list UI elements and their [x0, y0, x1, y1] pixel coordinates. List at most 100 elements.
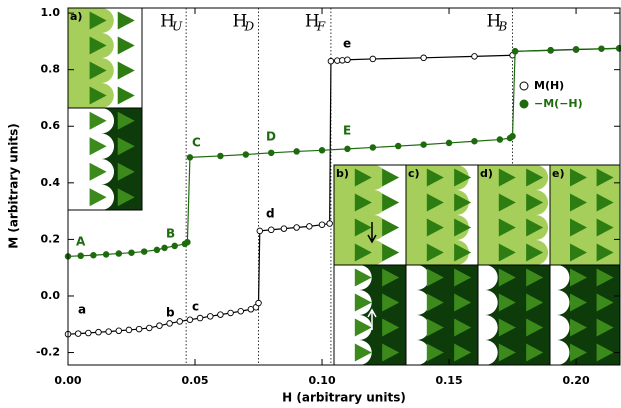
data-point [218, 153, 224, 159]
data-point [548, 47, 554, 53]
inset-domain [550, 165, 620, 265]
data-point [185, 239, 191, 245]
data-point [257, 228, 263, 234]
legend-label: M(H) [534, 79, 564, 92]
inset: e) [550, 165, 620, 265]
data-point [268, 227, 274, 233]
data-point [446, 140, 452, 146]
y-tick-label: -0.2 [36, 346, 60, 359]
data-point [421, 55, 427, 61]
annotation: b [166, 306, 175, 320]
annotation: E [343, 124, 351, 138]
x-tick-label: 0.20 [562, 374, 589, 387]
data-point [154, 247, 160, 253]
inset-label: c) [408, 167, 420, 180]
annotation: c [192, 300, 199, 314]
data-point [294, 225, 300, 231]
inset-label: B) [336, 267, 349, 280]
data-point [370, 145, 376, 151]
inset: A) [68, 108, 142, 210]
field-sub: D [244, 20, 255, 34]
inset-label: E) [552, 267, 565, 280]
data-point [157, 323, 163, 329]
data-point [345, 57, 351, 63]
data-point [78, 253, 84, 259]
x-tick-label: 0.00 [54, 374, 81, 387]
data-point [103, 252, 109, 258]
data-point [116, 328, 122, 334]
data-point [91, 252, 97, 258]
y-tick-label: 0.0 [41, 289, 61, 302]
x-tick-label: 0.05 [181, 374, 208, 387]
data-point [96, 329, 102, 335]
data-point [599, 46, 605, 52]
data-point [146, 325, 152, 331]
data-point [294, 149, 300, 155]
data-point [136, 326, 142, 332]
inset-label: A) [70, 110, 84, 123]
data-point [472, 54, 478, 60]
data-point [510, 133, 516, 139]
inset-label: d) [480, 167, 493, 180]
data-point [395, 143, 401, 149]
annotation: d [266, 207, 275, 221]
data-point [177, 319, 183, 325]
inset: b) [334, 165, 406, 265]
data-point [327, 221, 333, 227]
annotation: C [192, 136, 201, 150]
y-tick-label: 0.8 [41, 63, 61, 76]
figure: H (arbitrary units) M (arbitrary units) … [0, 0, 621, 408]
annotation: B [166, 227, 175, 241]
inset-label: a) [70, 10, 82, 23]
inset: c) [406, 165, 478, 265]
field-sub: B [498, 20, 508, 34]
field-sub: F [316, 20, 326, 34]
data-point [106, 329, 112, 335]
inset-label: e) [552, 167, 565, 180]
data-point [573, 47, 579, 53]
data-point [370, 56, 376, 62]
inset-label: b) [336, 167, 349, 180]
inset: E) [550, 265, 620, 365]
data-point [167, 321, 173, 327]
data-point [497, 137, 503, 143]
y-tick-label: 0.2 [41, 232, 61, 245]
data-point [238, 308, 244, 314]
y-axis-label: M (arbitrary units) [7, 123, 21, 249]
data-point [162, 245, 168, 251]
data-point [512, 48, 518, 54]
inset: d) [478, 165, 550, 265]
data-point [187, 155, 193, 161]
annotation: A [76, 235, 86, 249]
data-point [328, 58, 334, 64]
annotation: e [343, 37, 351, 51]
data-point [75, 331, 81, 337]
data-point [319, 222, 325, 228]
data-point [319, 147, 325, 153]
data-point [256, 300, 262, 306]
y-tick-label: 0.4 [41, 176, 61, 189]
x-tick-label: 0.15 [435, 374, 462, 387]
inset: C) [406, 265, 478, 365]
legend-marker [520, 100, 528, 108]
data-point [281, 226, 287, 232]
y-tick-label: 0.6 [41, 119, 61, 132]
legend-marker [520, 82, 528, 90]
data-point [126, 327, 132, 333]
inset-label: D) [480, 267, 494, 280]
data-point [207, 314, 213, 320]
legend-label: −M(−H) [534, 97, 583, 110]
y-tick-label: 1.0 [41, 6, 61, 19]
data-point [228, 310, 234, 316]
inset-label: C) [408, 267, 421, 280]
data-point [172, 243, 178, 249]
data-point [116, 251, 122, 257]
data-point [307, 224, 313, 230]
data-point [421, 142, 427, 148]
data-point [268, 150, 274, 156]
inset: D) [478, 265, 550, 365]
data-point [218, 312, 224, 318]
data-point [129, 250, 135, 256]
data-point [197, 315, 203, 321]
inset: a) [68, 8, 142, 108]
